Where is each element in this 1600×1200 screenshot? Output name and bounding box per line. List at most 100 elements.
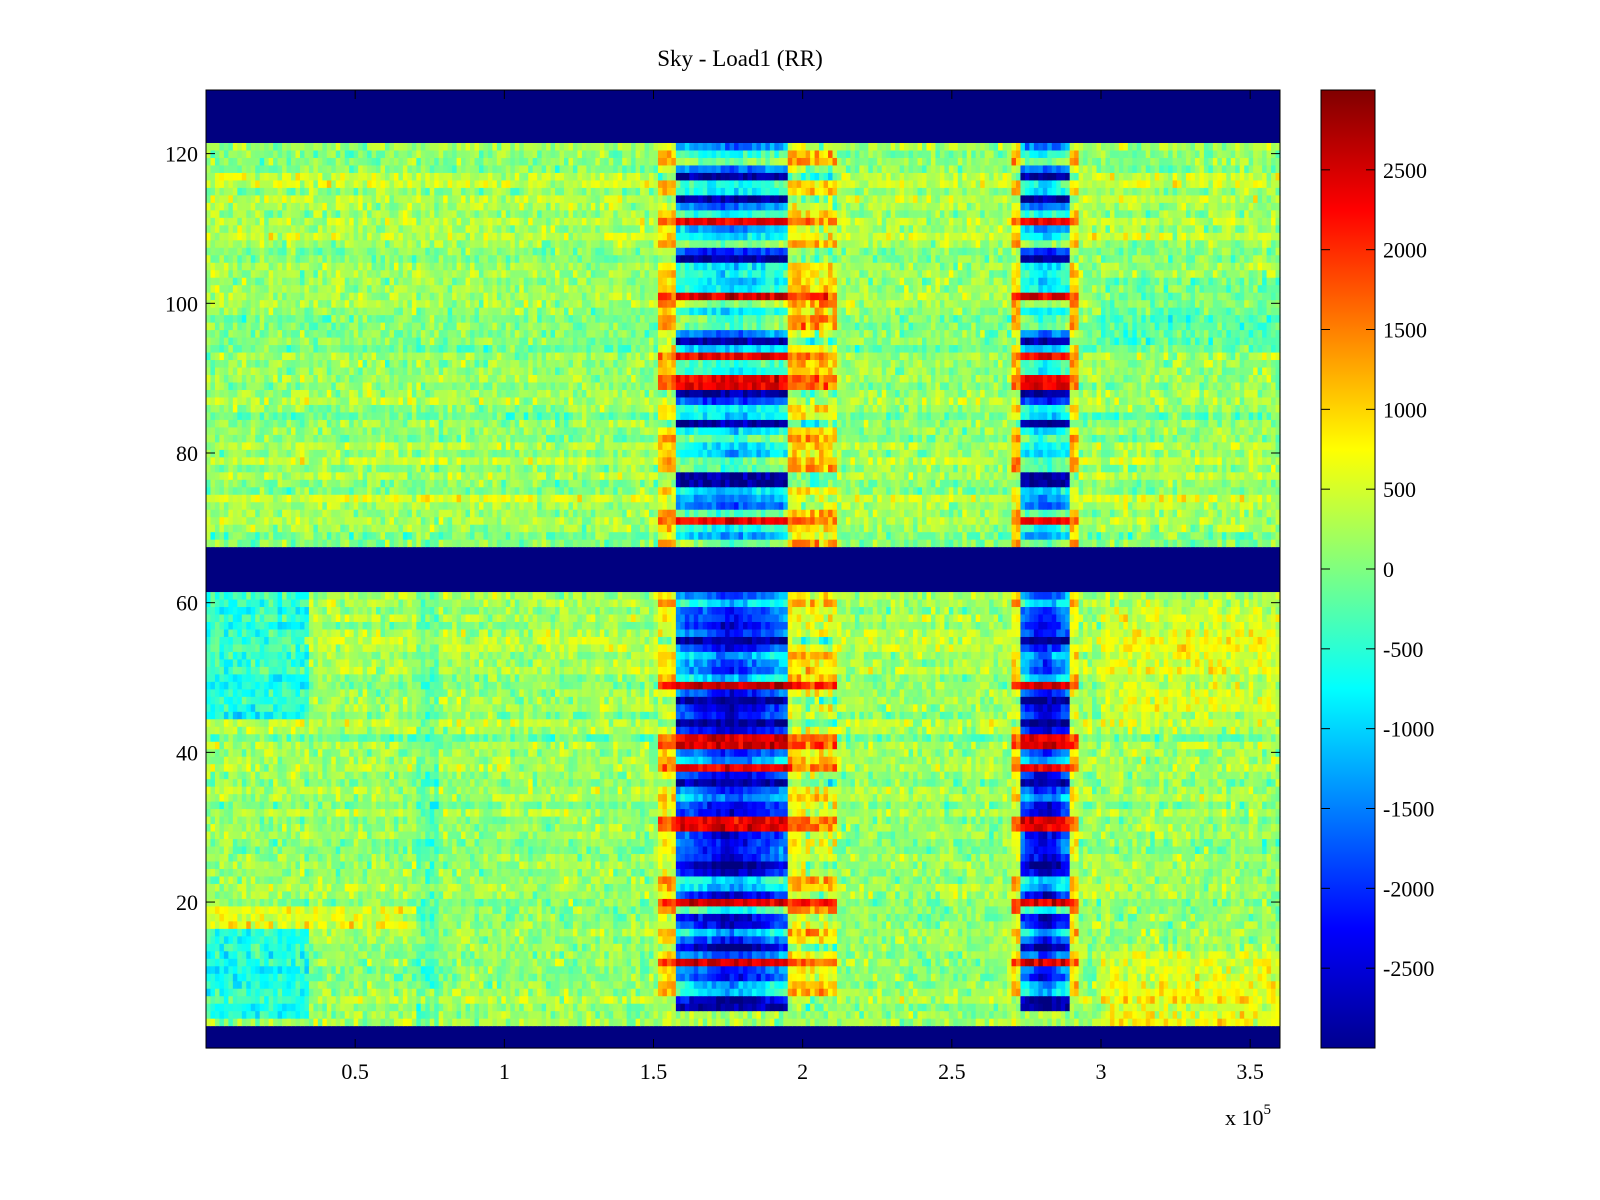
heatmap-cell [1159,988,1165,997]
heatmap-cell [971,1010,977,1019]
heatmap-cell [1024,935,1030,944]
heatmap-cell [765,958,771,967]
heatmap-cell [308,875,314,884]
heatmap-cell [716,905,722,914]
heatmap-cell [496,958,502,967]
heatmap-cell [926,943,932,952]
heatmap-cell [971,913,977,922]
heatmap-cell [595,920,601,929]
heatmap-cell [989,950,995,959]
heatmap-cell [689,928,695,937]
heatmap-cell [581,950,587,959]
heatmap-cell [317,905,323,914]
heatmap-cell [1114,995,1120,1004]
heatmap-cell [922,950,928,959]
heatmap-cell [237,883,243,892]
heatmap-cell [944,920,950,929]
heatmap-cell [922,1018,928,1027]
heatmap-cell [805,965,811,974]
heatmap-cell [1159,958,1165,967]
heatmap-cell [738,965,744,974]
heatmap-cell [917,943,923,952]
heatmap-cell [546,920,552,929]
heatmap-cell [989,935,995,944]
heatmap-cell [214,890,221,899]
heatmap-cell [259,980,265,989]
heatmap-cell [443,995,449,1004]
heatmap-cell [1203,898,1209,907]
heatmap-cell [1194,980,1201,989]
heatmap-cell [989,905,995,914]
heatmap-cell [291,950,297,959]
heatmap-cell [1163,928,1169,937]
heatmap-cell [1002,935,1008,944]
heatmap-cell [796,988,802,997]
heatmap-cell [693,913,699,922]
heatmap-cell [496,920,502,929]
heatmap-cell [1271,920,1277,929]
heatmap-cell [666,920,672,929]
heatmap-cell [675,980,681,989]
heatmap-cell [1150,980,1156,989]
heatmap-cell [496,935,502,944]
heatmap-cell [223,958,229,967]
heatmap-cell [590,875,596,884]
heatmap-cell [492,958,498,967]
heatmap-cell [581,928,587,937]
heatmap-cell [1096,928,1102,937]
heatmap-cell [237,928,243,937]
heatmap-cell [939,868,945,877]
heatmap-cell [470,920,476,929]
heatmap-cell [1235,1010,1241,1019]
heatmap-cell [698,973,704,982]
heatmap-cell [214,868,221,877]
heatmap-cell [331,883,337,892]
heatmap-cell [904,905,910,914]
heatmap-cell [729,950,735,959]
heatmap-cell [478,875,485,884]
heatmap-cell [1141,995,1147,1004]
heatmap-cell [984,988,990,997]
heatmap-cell [1024,920,1030,929]
heatmap-cell [899,995,905,1004]
heatmap-cell [478,905,485,914]
heatmap-cell [684,988,690,997]
heatmap-cell [590,935,596,944]
heatmap-cell [841,920,847,929]
heatmap-cell [1056,980,1062,989]
heatmap-cell [443,890,449,899]
heatmap-cell [1109,950,1116,959]
heatmap-cell [998,1018,1004,1027]
heatmap-cell [778,1010,784,1019]
heatmap-cell [1011,913,1017,922]
heatmap-cell [617,943,623,952]
heatmap-cell [850,950,856,959]
heatmap-cell [966,958,972,967]
heatmap-cell [241,875,247,884]
heatmap-cell [385,898,391,907]
heatmap-cell [774,1010,780,1019]
heatmap-cell [613,928,619,937]
heatmap-cell [729,1018,735,1027]
heatmap-cell [1203,875,1209,884]
heatmap-cell [1096,958,1102,967]
heatmap-cell [913,958,919,967]
heatmap-cell [877,958,883,967]
heatmap-cell [541,1003,547,1012]
heatmap-cell [1154,943,1160,952]
heatmap-cell [416,973,422,982]
heatmap-cell [1177,950,1183,959]
heatmap-cell [689,943,695,952]
heatmap-cell [210,943,216,952]
heatmap-cell [1065,920,1071,929]
heatmap-cell [1181,973,1187,982]
heatmap-cell [492,928,498,937]
heatmap-cell [989,920,995,929]
heatmap-cell [1244,890,1250,899]
heatmap-cell [581,965,587,974]
heatmap-cell [702,988,708,997]
heatmap-cell [510,950,516,959]
heatmap-cell [980,890,986,899]
heatmap-cell [930,980,937,989]
heatmap-cell [1177,890,1183,899]
